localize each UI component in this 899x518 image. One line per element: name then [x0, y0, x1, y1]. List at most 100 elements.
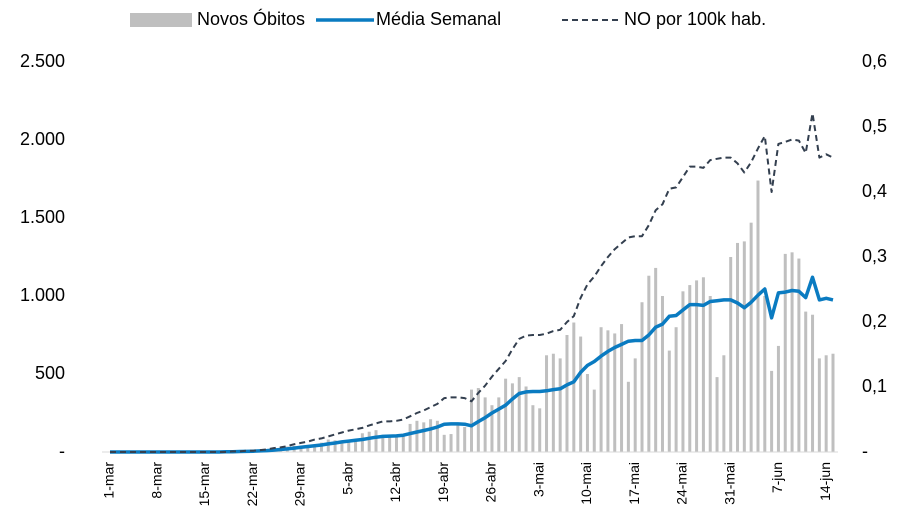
- bar: [319, 442, 323, 452]
- bar: [435, 420, 439, 452]
- bar: [565, 335, 569, 452]
- bar: [722, 355, 726, 452]
- x-tick-label: 1-mar: [101, 462, 117, 499]
- bar: [736, 242, 740, 452]
- x-tick-label: 12-abr: [387, 462, 403, 503]
- bar: [415, 420, 419, 452]
- bar: [313, 444, 317, 452]
- bar: [551, 353, 555, 452]
- bar: [333, 440, 337, 452]
- x-tick-label: 26-abr: [483, 462, 499, 503]
- bar: [470, 389, 473, 452]
- x-tick-label: 7-jun: [769, 462, 785, 493]
- y2-tick-label: 0,4: [862, 181, 887, 201]
- bar: [640, 302, 644, 452]
- x-tick-label: 22-mar: [244, 462, 260, 507]
- x-tick-label: 14-jun: [817, 462, 833, 501]
- legend: Novos Óbitos Média Semanal NO por 100k hab…: [130, 8, 766, 29]
- bar: [817, 358, 821, 452]
- legend-swatch: [130, 13, 192, 27]
- legend-label: Novos Óbitos: [197, 8, 305, 29]
- y-tick-label: 2.500: [20, 51, 65, 71]
- bar: [674, 327, 678, 452]
- bar: [408, 423, 412, 452]
- bar: [572, 322, 576, 452]
- y2-tick-label: 0,1: [862, 376, 887, 396]
- bar: [306, 447, 310, 452]
- bar: [340, 441, 344, 452]
- bar: [490, 405, 494, 452]
- bar: [347, 442, 351, 452]
- legend-label: Média Semanal: [376, 9, 501, 29]
- y2-tick-label: 0,2: [862, 311, 887, 331]
- bar: [770, 370, 774, 452]
- x-tick-label: 8-mar: [148, 462, 164, 499]
- bar: [715, 377, 719, 452]
- bar: [367, 431, 371, 452]
- bar: [463, 427, 467, 452]
- bar: [449, 434, 453, 452]
- bar: [504, 378, 508, 452]
- bar: [326, 439, 330, 452]
- bar: [510, 383, 514, 452]
- bar: [831, 353, 835, 452]
- y2-tick-label: 0,3: [862, 246, 887, 266]
- bar: [388, 436, 392, 452]
- x-tick-label: 5-abr: [339, 462, 355, 495]
- y-tick-label: 1.500: [20, 207, 65, 227]
- bar: [667, 350, 671, 452]
- bar: [579, 336, 583, 452]
- bar: [620, 324, 624, 452]
- bar: [804, 311, 808, 452]
- bar: [592, 389, 596, 452]
- y-tick-label: 1.000: [20, 285, 65, 305]
- bar: [633, 358, 637, 452]
- bar: [708, 296, 712, 452]
- bar: [531, 405, 535, 452]
- x-tick-label: 29-mar: [292, 462, 308, 507]
- bar: [422, 422, 426, 452]
- bar: [394, 437, 398, 452]
- bar: [729, 257, 733, 452]
- x-tick-label: 15-mar: [196, 462, 212, 507]
- bar: [783, 253, 787, 452]
- x-tick-label: 17-mai: [626, 462, 642, 505]
- bar: [681, 291, 685, 452]
- y-tick-label: 500: [35, 363, 65, 383]
- bar: [742, 241, 746, 452]
- bar: [299, 448, 303, 452]
- y2-tick-label: 0,5: [862, 116, 887, 136]
- bar: [688, 285, 692, 452]
- bar: [442, 434, 446, 452]
- x-tick-label: 10-mai: [578, 462, 594, 505]
- legend-label: NO por 100k hab.: [624, 9, 766, 29]
- bar: [797, 258, 801, 452]
- bar: [360, 433, 364, 452]
- bar: [811, 314, 815, 452]
- bar: [517, 377, 521, 452]
- x-tick-label: 24-mai: [674, 462, 690, 505]
- bar: [497, 397, 501, 452]
- bar: [695, 280, 699, 452]
- bar: [456, 425, 460, 452]
- bar: [483, 397, 487, 452]
- y2-tick-label: -: [862, 441, 868, 461]
- bar: [776, 345, 780, 452]
- dashed-line: [110, 112, 834, 453]
- bar: [763, 296, 767, 452]
- x-tick-label: 31-mai: [721, 462, 737, 505]
- bar: [558, 358, 562, 452]
- bar: [756, 180, 760, 452]
- bar: [429, 419, 433, 452]
- bar: [381, 434, 385, 452]
- bar: [660, 296, 664, 452]
- bar: [626, 381, 630, 452]
- bar: [599, 327, 603, 452]
- bar: [585, 374, 589, 452]
- y-tick-label: -: [59, 441, 65, 461]
- bar: [647, 275, 651, 452]
- bar: [654, 267, 658, 452]
- bar: [374, 430, 378, 452]
- bar: [701, 277, 705, 452]
